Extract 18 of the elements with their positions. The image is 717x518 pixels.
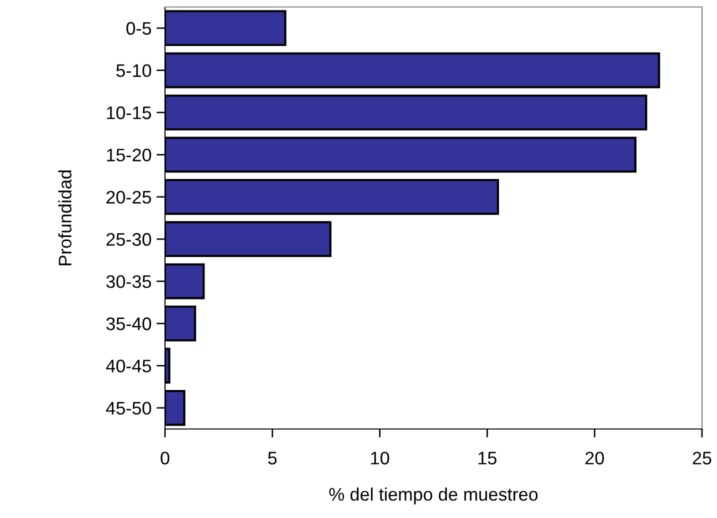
y-tick-label: 40-45 (106, 360, 152, 372)
x-axis-title: % del tiempo de muestreo (329, 488, 538, 504)
y-tick-label: 5-10 (116, 64, 152, 78)
y-axis-title: Profundidad (58, 170, 72, 266)
y-tick-label: 20-25 (106, 190, 152, 204)
y-tick-label: 35-40 (106, 317, 152, 330)
x-tick-label: 0 (160, 452, 170, 464)
x-tick-label: 25 (692, 452, 712, 464)
x-tick-label: 20 (585, 452, 604, 464)
y-tick-label: 10-15 (107, 106, 152, 120)
y-tick-label: 25-30 (106, 233, 152, 246)
x-tick-label: 10 (371, 452, 390, 464)
y-tick-label: 30-35 (106, 275, 152, 288)
y-tick-label: 15-20 (107, 148, 152, 162)
y-tick-label: 0-5 (126, 22, 152, 35)
x-tick-label: 5 (268, 452, 277, 464)
y-tick-label: 45-50 (106, 402, 152, 415)
x-tick-label: 15 (478, 452, 496, 464)
